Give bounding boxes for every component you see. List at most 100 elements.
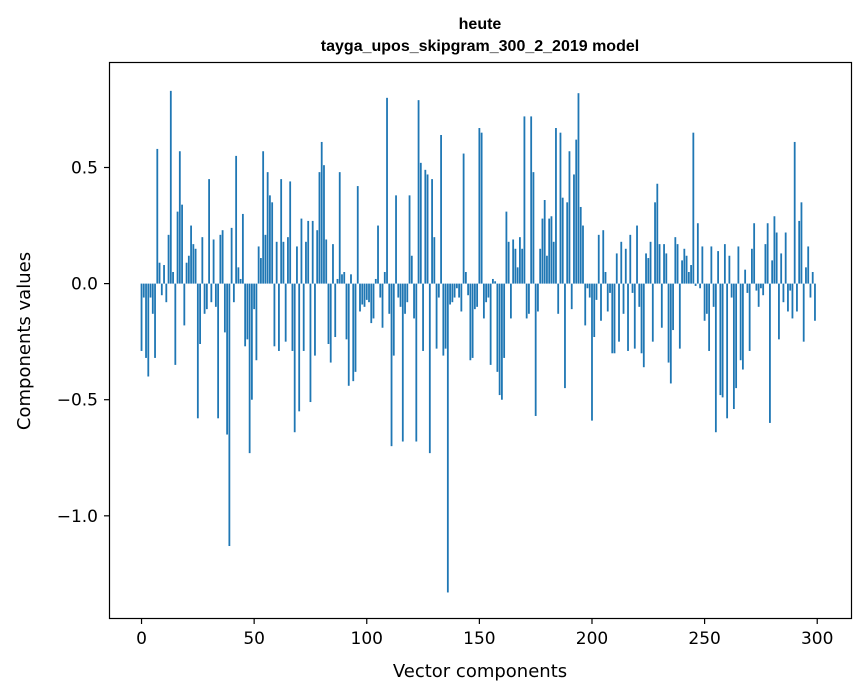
bar-128 [428, 283, 431, 454]
bar-290 [793, 141, 796, 284]
bar-202 [595, 283, 598, 300]
bar-57 [269, 195, 271, 284]
bar-282 [775, 232, 778, 284]
bar-209 [611, 283, 614, 354]
bar-64 [284, 283, 287, 342]
bar-272 [753, 223, 756, 284]
bar-293 [800, 202, 803, 284]
bar-236 [672, 283, 674, 331]
bar-90 [343, 272, 346, 284]
bar-49 [250, 283, 253, 400]
bar-15 [174, 283, 177, 365]
bar-206 [604, 272, 607, 284]
bar-151 [480, 132, 483, 284]
x-tick-label: 50 [243, 629, 265, 649]
bar-82 [325, 239, 328, 284]
bar-271 [751, 248, 753, 284]
bar-259 [723, 244, 726, 284]
bar-273 [755, 283, 758, 291]
bar-173 [530, 116, 533, 284]
y-axis-label: Components values [14, 252, 35, 430]
bar-139 [453, 283, 456, 298]
bar-7 [156, 148, 159, 284]
bar-5 [151, 283, 154, 314]
bar-162 [505, 211, 508, 284]
bar-14 [172, 272, 174, 284]
bar-266 [739, 283, 742, 361]
bar-181 [548, 218, 551, 284]
bar-73 [305, 241, 307, 284]
bar-217 [629, 234, 632, 284]
bar-100 [365, 283, 368, 300]
bar-261 [728, 255, 731, 284]
bar-299 [814, 283, 816, 321]
bars-group [140, 90, 816, 593]
bar-126 [424, 169, 427, 284]
bar-88 [338, 172, 341, 284]
bar-98 [361, 283, 364, 305]
bar-107 [381, 283, 384, 328]
bar-255 [714, 283, 717, 433]
bar-24 [194, 248, 197, 284]
bar-160 [501, 283, 503, 400]
bar-38 [226, 283, 229, 435]
bar-80 [320, 141, 323, 284]
bar-33 [214, 283, 217, 307]
bar-93 [350, 274, 352, 284]
bar-192 [573, 174, 575, 284]
bar-165 [512, 239, 515, 284]
bar-239 [678, 283, 681, 349]
bar-36 [221, 230, 224, 284]
bar-3 [147, 283, 150, 377]
bar-296 [807, 246, 810, 284]
bar-117 [404, 283, 406, 314]
bar-16 [176, 211, 179, 284]
bar-237 [674, 237, 677, 284]
bar-166 [514, 248, 517, 284]
bar-155 [489, 283, 492, 365]
bar-65 [287, 237, 289, 284]
bar-247 [696, 223, 699, 284]
bar-175 [534, 283, 537, 416]
bar-132 [437, 283, 440, 298]
bar-168 [519, 237, 521, 284]
bar-76 [311, 220, 314, 284]
bar-180 [546, 255, 548, 284]
bar-243 [687, 272, 690, 284]
bar-184 [555, 128, 557, 284]
bar-190 [568, 151, 571, 284]
y-axis-ticks: −1.0 −0.5 0.0 0.5 [57, 158, 110, 527]
bar-241 [683, 248, 686, 284]
bar-92 [347, 283, 350, 386]
bar-196 [582, 225, 584, 284]
bar-256 [717, 251, 720, 284]
bar-240 [681, 260, 683, 284]
bar-105 [377, 225, 379, 284]
bar-10 [163, 265, 165, 284]
bar-44 [239, 278, 242, 284]
bar-291 [796, 283, 798, 312]
bar-113 [395, 195, 397, 284]
bar-254 [712, 283, 715, 307]
bar-297 [809, 283, 812, 298]
bar-245 [692, 132, 695, 284]
bar-29 [205, 283, 208, 310]
bar-51 [255, 283, 258, 361]
bar-63 [282, 241, 285, 284]
bar-48 [248, 283, 251, 454]
bar-28 [203, 283, 206, 314]
bar-45 [241, 213, 244, 284]
bar-0 [140, 283, 143, 351]
bar-42 [235, 155, 238, 284]
bar-111 [390, 283, 393, 447]
bar-9 [160, 283, 163, 296]
y-tick-label: −1.0 [57, 507, 98, 527]
bar-226 [649, 241, 652, 284]
bar-108 [383, 272, 386, 284]
bar-288 [789, 283, 792, 291]
bar-125 [422, 283, 424, 351]
bar-200 [591, 283, 593, 421]
bar-127 [426, 174, 429, 284]
bar-101 [368, 283, 370, 303]
